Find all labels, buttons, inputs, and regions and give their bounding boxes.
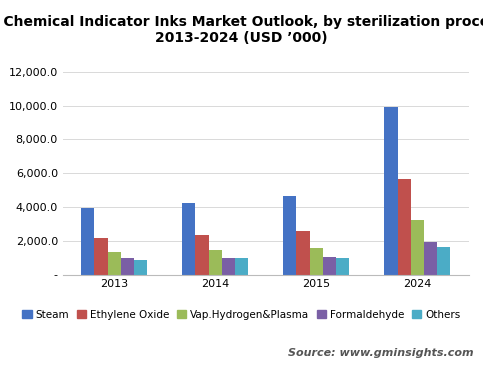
Bar	[310, 248, 323, 274]
Bar	[222, 258, 235, 274]
Legend: Steam, Ethylene Oxide, Vap.Hydrogen&Plasma, Formaldehyde, Others: Steam, Ethylene Oxide, Vap.Hydrogen&Plas…	[18, 306, 465, 324]
Bar	[336, 258, 349, 274]
Bar	[196, 235, 209, 274]
Text: U.S Chemical Indicator Inks Market Outlook, by sterilization process,
2013-2024 : U.S Chemical Indicator Inks Market Outlo…	[0, 15, 483, 45]
Bar	[297, 231, 310, 274]
Text: Source: www.gminsights.com: Source: www.gminsights.com	[288, 348, 473, 358]
Bar	[134, 260, 147, 274]
Bar	[121, 258, 134, 274]
Bar	[235, 258, 248, 274]
Bar	[411, 220, 424, 274]
Bar	[108, 252, 121, 274]
Bar	[323, 257, 336, 274]
Bar	[182, 203, 196, 274]
Bar	[437, 247, 450, 274]
Bar	[424, 242, 437, 274]
Bar	[384, 107, 398, 274]
Bar	[209, 250, 222, 274]
Bar	[81, 208, 94, 274]
Bar	[398, 179, 411, 274]
Bar	[284, 196, 297, 274]
Bar	[94, 238, 108, 274]
